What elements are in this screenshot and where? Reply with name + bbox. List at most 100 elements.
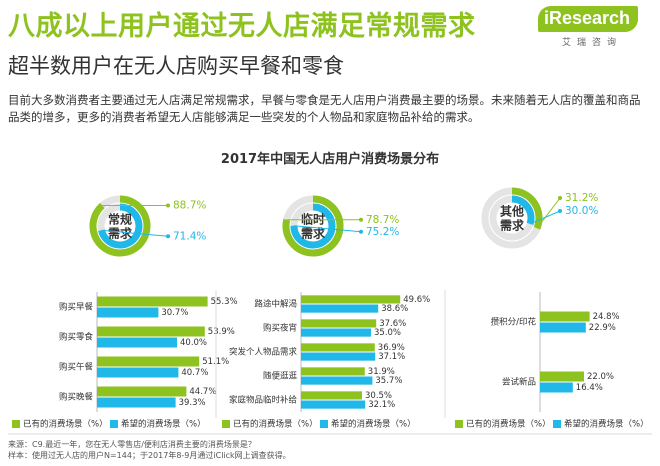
group-2-donut-expected-arc bbox=[290, 203, 336, 249]
group-2-legend-existing-label: 已有的消费场景（%） bbox=[233, 419, 318, 430]
group-3-donut-expected-leader bbox=[529, 210, 561, 225]
group-1-bar-expected-label: 30.7% bbox=[161, 308, 188, 318]
group-2-bar-expected-label: 38.6% bbox=[381, 304, 408, 314]
group-2-donut-label-1: 临时 bbox=[301, 212, 325, 227]
group-1-bar-existing-label: 44.7% bbox=[189, 387, 216, 397]
group-2-bar-expected bbox=[301, 400, 366, 409]
group-2-bar-expected-label: 35.7% bbox=[375, 376, 402, 386]
group-2-category-label: 突发个人物品需求 bbox=[229, 347, 298, 358]
group-1-category-label: 购买午餐 bbox=[59, 362, 94, 373]
group-2-bar-expected-label: 37.1% bbox=[378, 352, 405, 362]
group-3-bar-existing-label: 22.0% bbox=[587, 372, 614, 382]
group-3-category-label: 攒积分/印花 bbox=[491, 317, 537, 328]
group-1-category-label: 购买零食 bbox=[59, 332, 94, 343]
group-1-donut-expected-dot bbox=[166, 234, 170, 239]
group-3-legend-existing-swatch bbox=[455, 420, 463, 428]
group-3-bar-expected bbox=[540, 382, 573, 393]
group-1-donut-label-2: 需求 bbox=[108, 226, 133, 241]
group-2-donut-label-2: 需求 bbox=[301, 226, 326, 241]
group-3-legend-existing-label: 已有的消费场景（%） bbox=[466, 419, 551, 430]
footnote-sample: 样本：使用过无人店的用户N=144；于2017年8-9月通过iClick网上调查… bbox=[8, 451, 291, 460]
group-1-legend-existing-swatch bbox=[12, 420, 20, 428]
group-1-donut-existing-dot bbox=[166, 203, 170, 208]
group-3-bar-existing-label: 24.8% bbox=[593, 312, 620, 322]
group-2-bar-expected-label: 35.0% bbox=[374, 328, 401, 338]
group-2-bar-existing-label: 36.9% bbox=[378, 343, 405, 353]
group-1-bar-expected bbox=[97, 307, 159, 318]
group-1-donut-expected-leader bbox=[101, 229, 169, 237]
group-2-bar-existing bbox=[301, 343, 375, 352]
group-1-bar-existing bbox=[97, 356, 200, 367]
group-3-donut-label-1: 其他 bbox=[500, 204, 524, 219]
group-3-bar-existing bbox=[540, 371, 584, 382]
group-2-legend-existing-swatch bbox=[222, 420, 230, 428]
intro-paragraph: 目前大多数消费者主要通过无人店满足常规需求，早餐与零食是无人店用户消费最主要的场… bbox=[8, 93, 641, 124]
group-1-bar-expected bbox=[97, 337, 177, 348]
group-2-bar-expected bbox=[301, 376, 373, 385]
group-2-donut-expected-leader bbox=[293, 225, 362, 233]
group-3-legend-expected-label: 希望的消费场景（%） bbox=[564, 419, 649, 430]
group-1-legend-existing-label: 已有的消费场景（%） bbox=[23, 419, 108, 430]
logo-chinese-text: 艾瑞咨询 bbox=[562, 38, 623, 48]
group-1-donut-expected-arc bbox=[98, 203, 143, 249]
group-1-bar-existing bbox=[97, 326, 205, 337]
group-2-bar-expected bbox=[301, 352, 376, 361]
group-1-bar-existing bbox=[97, 386, 187, 397]
footnote: 来源：C9.最近一年，您在无人零售店/便利店消费主要的消费场景是？ 样本：使用过… bbox=[8, 439, 648, 461]
group-2-bar-existing-label: 37.6% bbox=[379, 319, 406, 329]
group-3-bar-expected-label: 22.9% bbox=[589, 323, 616, 333]
headline: 八成以上用户通过无人店满足常规需求 bbox=[8, 11, 476, 42]
group-1-bar-existing bbox=[97, 296, 208, 307]
group-3-bar-expected bbox=[540, 322, 586, 333]
group-3-bar-expected-label: 16.4% bbox=[576, 383, 603, 393]
group-2-bar-existing bbox=[301, 367, 365, 376]
group-1-bar-existing-label: 53.9% bbox=[208, 327, 235, 337]
group-3-donut-existing-dot bbox=[558, 196, 562, 200]
group-3-donut-expected-arc bbox=[511, 195, 535, 225]
group-3-donut-existing-arc bbox=[511, 187, 543, 230]
group-1-donut-existing-arc bbox=[89, 195, 151, 257]
group-3-donut-existing-leader bbox=[536, 197, 561, 229]
group-1-bar-expected-label: 39.3% bbox=[179, 398, 206, 408]
group-2-bar-existing bbox=[301, 391, 362, 400]
group-1-donut-existing-value: 88.7% bbox=[173, 200, 206, 212]
group-2-bar-expected-label: 32.1% bbox=[368, 400, 395, 410]
group-1-category-label: 购买晚餐 bbox=[59, 392, 94, 403]
subheadline: 超半数用户在无人店购买早餐和零食 bbox=[8, 54, 344, 78]
group-2-bar-existing-label: 49.6% bbox=[403, 295, 430, 305]
group-1-bar-existing-label: 55.3% bbox=[211, 297, 238, 307]
group-2-donut-expected-dot bbox=[359, 229, 363, 234]
group-3-donut-label-2: 需求 bbox=[500, 218, 525, 233]
group-3-legend-expected-swatch bbox=[553, 420, 561, 428]
group-2-bar-existing bbox=[301, 319, 377, 328]
group-1-bar-expected bbox=[97, 397, 176, 408]
group-1-bar-expected-label: 40.7% bbox=[181, 368, 208, 378]
group-2-category-label: 随便逛逛 bbox=[263, 371, 298, 382]
footnote-source: 来源：C9.最近一年，您在无人零售店/便利店消费主要的消费场景是？ bbox=[8, 440, 256, 449]
group-1-donut-label-1: 常规 bbox=[108, 212, 132, 227]
group-2-category-label: 路途中解渴 bbox=[254, 299, 297, 310]
group-2-bar-existing bbox=[301, 295, 401, 304]
group-1-legend-expected-swatch bbox=[110, 420, 118, 428]
group-2-category-label: 家庭物品临时补给 bbox=[229, 395, 298, 406]
iresearch-logo: iResearch 艾瑞咨询 bbox=[538, 6, 646, 48]
group-2-donut-existing-dot bbox=[359, 217, 363, 222]
group-2-bar-existing-label: 31.9% bbox=[368, 367, 395, 377]
group-2-category-label: 购买夜宵 bbox=[263, 323, 297, 334]
group-3-bar-existing bbox=[540, 311, 590, 322]
group-1-donut-expected-value: 71.4% bbox=[173, 230, 206, 242]
group-2-bar-expected bbox=[301, 328, 371, 337]
group-1-bar-expected-label: 40.0% bbox=[180, 338, 207, 348]
group-2-bar-expected bbox=[301, 304, 379, 313]
group-2-donut-existing-value: 78.7% bbox=[366, 214, 399, 226]
group-2-donut-existing-arc bbox=[282, 195, 344, 257]
group-3-donut-expected-dot bbox=[558, 209, 562, 213]
logo-badge bbox=[538, 6, 638, 32]
group-1-category-label: 购买早餐 bbox=[59, 302, 94, 313]
logo-text: iResearch bbox=[544, 8, 631, 28]
group-2-bar-existing-label: 30.5% bbox=[365, 391, 392, 401]
group-3-category-label: 尝试新品 bbox=[502, 377, 536, 388]
group-1-legend-expected-label: 希望的消费场景（%） bbox=[121, 419, 206, 430]
